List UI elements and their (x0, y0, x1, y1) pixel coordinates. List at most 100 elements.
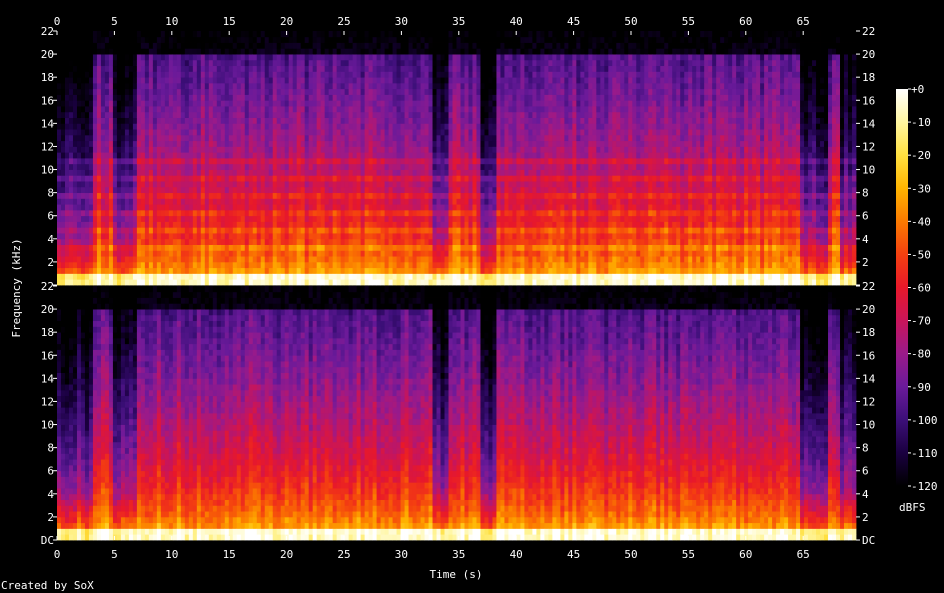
heatmap-cell (496, 221, 501, 228)
heatmap-cell (452, 163, 457, 170)
heatmap-cell (256, 31, 262, 38)
heatmap-cell (240, 65, 246, 72)
heatmap-cell (188, 77, 194, 84)
heatmap-cell (252, 82, 258, 90)
heatmap-cell (132, 238, 138, 245)
heatmap-cell (96, 192, 102, 199)
heatmap-cell (320, 36, 326, 43)
heatmap-cell (120, 146, 126, 153)
heatmap-cell (460, 117, 465, 124)
heatmap-cell (380, 273, 385, 280)
heatmap-cell (92, 77, 98, 84)
heatmap-cell (368, 238, 374, 245)
heatmap-cell (476, 163, 481, 170)
heatmap-cell (428, 215, 433, 222)
heatmap-cell (356, 100, 362, 107)
heatmap-cell (96, 123, 102, 130)
heatmap-cell (360, 233, 366, 240)
heatmap-cell (460, 215, 465, 222)
heatmap-cell (448, 71, 453, 78)
heatmap-cell (276, 117, 282, 124)
heatmap-cell (424, 279, 429, 286)
heatmap-cell (200, 54, 206, 61)
heatmap-cell (300, 192, 306, 199)
heatmap-cell (424, 88, 429, 95)
heatmap-cell (256, 181, 262, 188)
heatmap-cell (508, 267, 513, 274)
heatmap-cell (384, 152, 389, 159)
heatmap-cell (428, 94, 433, 101)
heatmap-cell (184, 273, 190, 280)
heatmap-cell (164, 59, 170, 67)
heatmap-cell (176, 152, 182, 159)
heatmap-cell (452, 256, 457, 263)
heatmap-cell (464, 192, 469, 199)
heatmap-cell (440, 129, 445, 136)
heatmap-cell (468, 123, 473, 130)
heatmap-cell (304, 152, 310, 159)
heatmap-cell (216, 111, 222, 118)
heatmap-cell (296, 129, 302, 136)
heatmap-cell (104, 54, 110, 61)
heatmap-cell (404, 152, 409, 159)
heatmap-cell (72, 77, 78, 84)
heatmap-cell (312, 227, 318, 234)
heatmap-cell (92, 250, 98, 257)
heatmap-cell (396, 221, 401, 228)
heatmap-cell (496, 42, 501, 49)
heatmap-cell (464, 198, 469, 205)
heatmap-cell (280, 42, 286, 49)
heatmap-cell (220, 152, 226, 159)
heatmap-cell (152, 233, 158, 240)
heatmap-cell (460, 204, 465, 211)
heatmap-cell (244, 106, 250, 113)
heatmap-cell (336, 106, 342, 113)
heatmap-cell (220, 36, 226, 43)
heatmap-cell (452, 198, 457, 205)
heatmap-cell (140, 163, 146, 170)
heatmap-cell (500, 273, 505, 280)
heatmap-cell (508, 198, 513, 205)
heatmap-cell (372, 94, 378, 101)
heatmap-cell (464, 261, 469, 269)
heatmap-cell (92, 215, 98, 222)
heatmap-cell (492, 215, 497, 222)
heatmap-cell (112, 140, 118, 147)
heatmap-cell (256, 117, 262, 124)
heatmap-cell (400, 134, 405, 142)
heatmap-cell (152, 111, 158, 118)
heatmap-cell (208, 244, 214, 251)
heatmap-cell (432, 42, 437, 49)
heatmap-cell (480, 54, 485, 61)
heatmap-cell (80, 186, 86, 194)
heatmap-cell (168, 169, 174, 176)
heatmap-cell (236, 146, 242, 153)
heatmap-cell (496, 59, 501, 67)
heatmap-cell (456, 54, 461, 61)
heatmap-cell (468, 42, 473, 49)
heatmap-cell (108, 261, 114, 269)
heatmap-cell (192, 209, 198, 217)
heatmap-cell (508, 209, 513, 217)
heatmap-cell (112, 123, 118, 130)
heatmap-cell (236, 198, 242, 205)
heatmap-cell (180, 227, 186, 234)
heatmap-cell (120, 59, 126, 67)
heatmap-cell (496, 279, 501, 286)
heatmap-cell (480, 204, 485, 211)
heatmap-cell (380, 123, 385, 130)
heatmap-cell (444, 209, 449, 217)
heatmap-cell (468, 48, 473, 55)
heatmap-cell (112, 158, 118, 165)
heatmap-cell (492, 238, 497, 245)
heatmap-cell (352, 198, 358, 205)
heatmap-cell (260, 238, 266, 245)
heatmap-cell (128, 123, 134, 130)
heatmap-cell (264, 146, 270, 153)
heatmap-cell (208, 94, 214, 101)
heatmap-cell (60, 238, 66, 245)
heatmap-cell (80, 146, 86, 153)
heatmap-cell (416, 267, 421, 274)
heatmap-cell (448, 65, 453, 72)
heatmap-cell (456, 215, 461, 222)
